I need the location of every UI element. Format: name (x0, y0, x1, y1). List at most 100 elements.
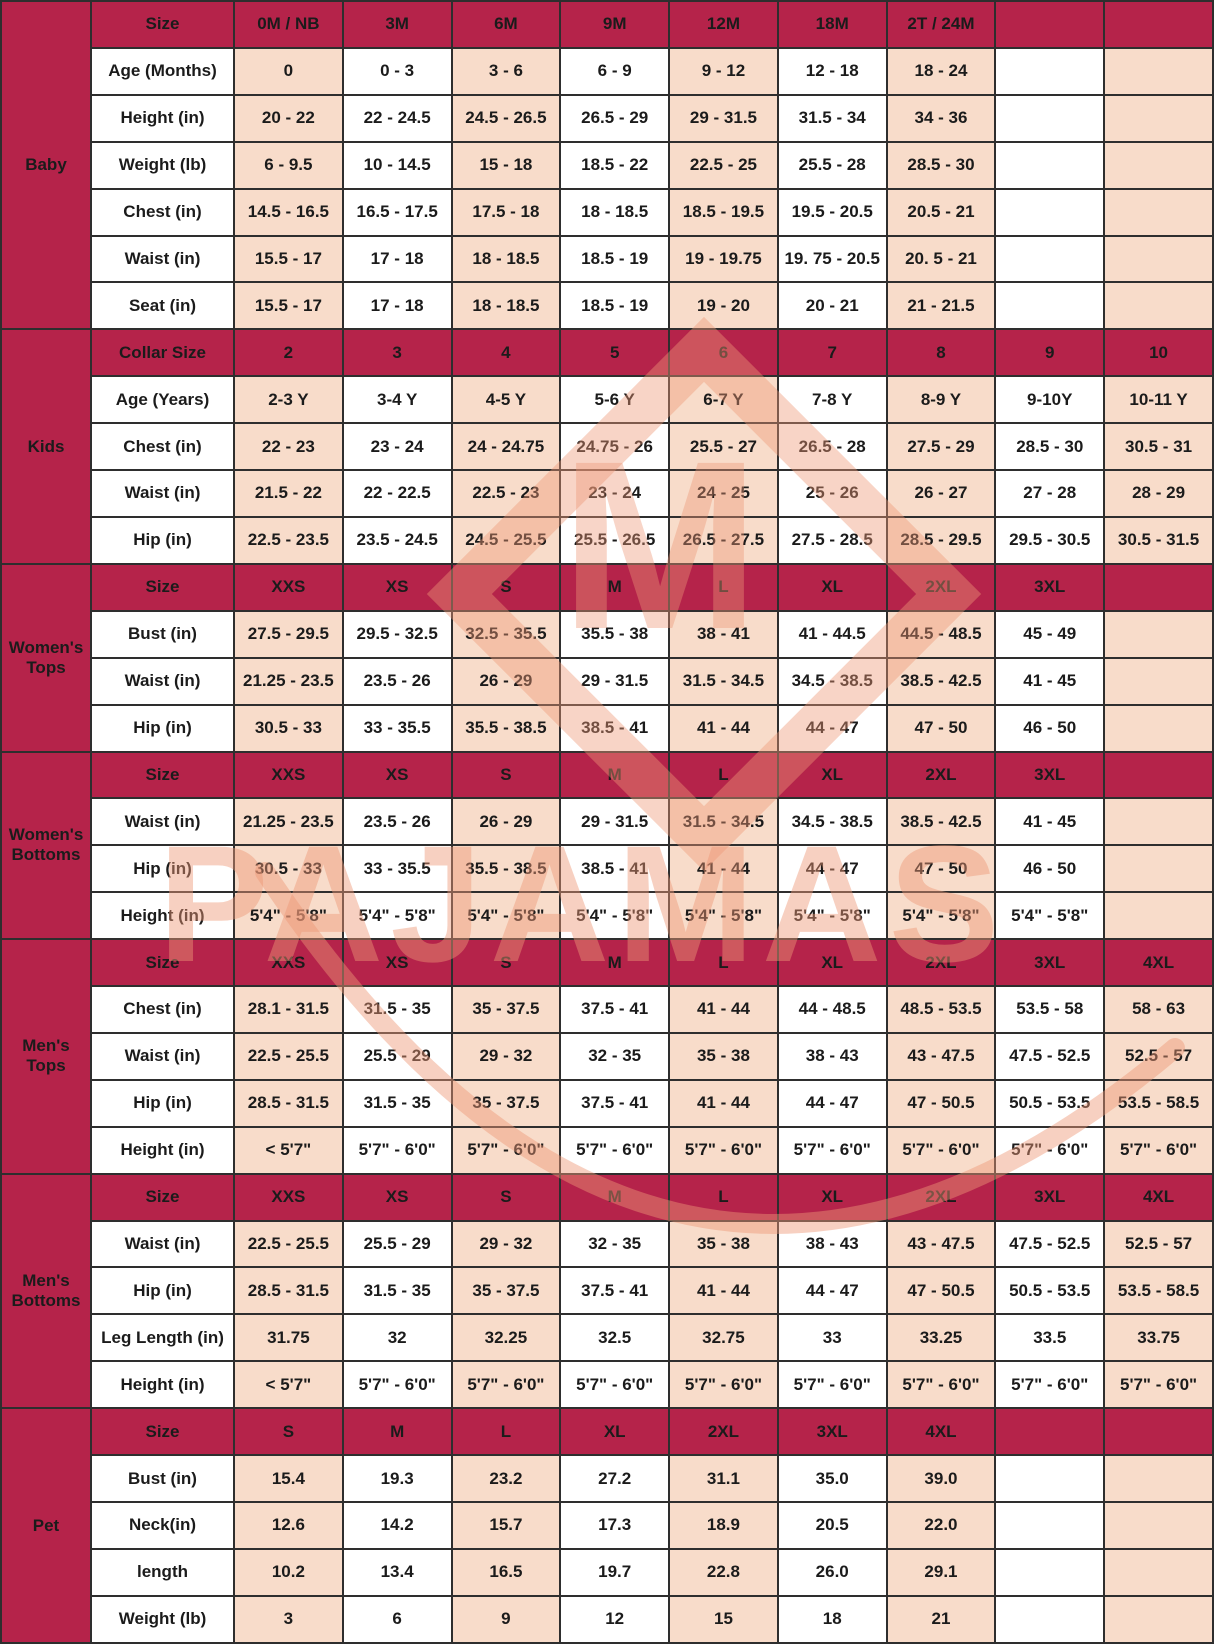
data-cell: 15 (668, 1594, 779, 1644)
data-cell: 31.5 - 35 (341, 1078, 453, 1128)
data-cell: 22 - 24.5 (341, 93, 453, 143)
data-cell: 38 - 43 (776, 1219, 888, 1269)
data-cell: 58 - 63 (1103, 985, 1214, 1034)
column-header: XL (776, 1172, 888, 1222)
data-cell: 25.5 - 28 (776, 140, 888, 190)
data-cell: 47 - 50 (885, 703, 997, 753)
data-cell: 47 - 50.5 (885, 1266, 997, 1316)
data-cell: 43 - 47.5 (885, 1031, 997, 1081)
data-cell (1103, 609, 1214, 659)
row-label: Age (Months) (90, 46, 235, 96)
data-row-pet: Weight (lb) 3 6 9 12 15 18 21 (1, 1594, 1214, 1644)
data-cell: 38.5 - 41 (559, 703, 671, 753)
data-cell (994, 93, 1106, 143)
column-header: L (668, 562, 779, 612)
data-cell: 34.5 - 38.5 (776, 656, 888, 706)
data-cell (1103, 844, 1214, 894)
data-cell: 25 - 26 (776, 469, 888, 518)
data-cell: 20. 5 - 21 (885, 234, 997, 284)
header-row-kids: Kids Collar Size 2 3 4 5 6 7 8 9 10 (0, 328, 1214, 565)
group-label-men-s-bottoms: Men's Bottoms (0, 1172, 92, 1410)
data-cell (1103, 281, 1214, 331)
data-row-pet: Neck(in) 12.6 14.2 15.7 17.3 18.9 20.5 22.0 (1, 1501, 1214, 1550)
data-row-kids: Waist (in) 21.5 - 22 22 - 22.5 22.5 - 23 23 … (1, 469, 1214, 518)
data-row-baby: Seat (in) 15.5 - 17 17 - 18 18 - 18.5 18.5 -… (1, 281, 1214, 331)
data-row-women-s-tops: Bust (in) 27.5 - 29.5 29.5 - 32.5 32.5 - 35… (1, 609, 1214, 659)
group-label-pet: Pet (0, 1407, 92, 1644)
column-header: 3XL (994, 1172, 1106, 1222)
data-cell: 21 (885, 1594, 997, 1644)
row-label: Seat (in) (90, 281, 235, 331)
row-label: Hip (in) (90, 703, 235, 753)
data-cell: 31.5 - 35 (341, 985, 453, 1034)
size-header-label-men-s-tops: Size (90, 938, 235, 988)
data-cell (994, 187, 1106, 237)
data-cell: 8-9 Y (885, 375, 997, 425)
row-label: length (90, 1547, 235, 1597)
data-cell: 10-11 Y (1103, 375, 1214, 425)
data-cell: 50.5 - 53.5 (994, 1266, 1106, 1316)
column-header: 9M (559, 0, 671, 49)
data-cell: 47.5 - 52.5 (994, 1031, 1106, 1081)
size-header-label-women-s-bottoms: Size (90, 750, 235, 800)
size-header-label-kids: Collar Size (90, 328, 235, 378)
data-cell: 15.7 (450, 1501, 562, 1550)
data-cell: 23.5 - 26 (341, 797, 453, 847)
data-cell: 26 - 27 (885, 469, 997, 518)
data-cell: 37.5 - 41 (559, 1078, 671, 1128)
column-header: L (668, 938, 779, 988)
data-cell: 5'7" - 6'0" (559, 1125, 671, 1175)
data-cell: 24 - 24.75 (450, 422, 562, 472)
data-cell: 28.1 - 31.5 (233, 985, 344, 1034)
data-cell: 33.5 (994, 1313, 1106, 1363)
column-header: 2 (233, 328, 344, 378)
data-cell: 28.5 - 31.5 (233, 1078, 344, 1128)
data-cell: 23.5 - 26 (341, 656, 453, 706)
data-row-kids: Age (Years) 2-3 Y 3-4 Y 4-5 Y 5-6 Y 6-7 Y 7-8 … (1, 375, 1214, 425)
data-cell: 5'4" - 5'8" (341, 891, 453, 941)
data-cell (1103, 891, 1214, 941)
data-cell: 19.7 (559, 1547, 671, 1597)
column-header: 3XL (994, 562, 1106, 612)
column-header: M (341, 1407, 453, 1457)
data-cell (994, 1454, 1106, 1503)
data-cell: 38.5 - 41 (559, 844, 671, 894)
data-cell: 48.5 - 53.5 (885, 985, 997, 1034)
data-cell: 25.5 - 29 (341, 1031, 453, 1081)
row-label: Chest (in) (90, 187, 235, 237)
data-cell: 16.5 - 17.5 (341, 187, 453, 237)
column-header: XS (341, 1172, 453, 1222)
data-cell: 41 - 44 (668, 985, 779, 1034)
data-cell: 29 - 31.5 (668, 93, 779, 143)
data-cell: 4-5 Y (450, 375, 562, 425)
data-row-women-s-tops: Waist (in) 21.25 - 23.5 23.5 - 26 26 - 29 29… (1, 656, 1214, 706)
data-cell: 33 (776, 1313, 888, 1363)
data-row-men-s-bottoms: Height (in) < 5'7" 5'7" - 6'0" 5'7" - 6'0" 5… (1, 1360, 1214, 1410)
row-label: Waist (in) (90, 1031, 235, 1081)
column-header: S (450, 1172, 562, 1222)
column-header: 2XL (885, 938, 997, 988)
data-cell: 38.5 - 42.5 (885, 797, 997, 847)
column-header: 10 (1103, 328, 1214, 378)
column-header (1103, 750, 1214, 800)
data-cell: 17.3 (559, 1501, 671, 1550)
data-cell: 28.5 - 31.5 (233, 1266, 344, 1316)
data-cell: 29.5 - 30.5 (994, 515, 1106, 565)
data-cell (1103, 46, 1214, 96)
data-cell: 32 - 35 (559, 1219, 671, 1269)
data-cell: 5-6 Y (559, 375, 671, 425)
data-cell: 5'7" - 6'0" (776, 1360, 888, 1410)
data-cell: 44.5 - 48.5 (885, 609, 997, 659)
data-row-baby: Chest (in) 14.5 - 16.5 16.5 - 17.5 17.5 - 1… (1, 187, 1214, 237)
size-header-label-women-s-tops: Size (90, 562, 235, 612)
data-cell (994, 1501, 1106, 1550)
column-header: S (450, 562, 562, 612)
data-cell: 14.2 (341, 1501, 453, 1550)
data-cell: 26 - 29 (450, 656, 562, 706)
data-row-men-s-tops: Height (in) < 5'7" 5'7" - 6'0" 5'7" - 6'0" 5… (1, 1125, 1214, 1175)
row-label: Waist (in) (90, 469, 235, 518)
data-cell: 34 - 36 (885, 93, 997, 143)
column-header: 18M (776, 0, 888, 49)
data-cell (1103, 797, 1214, 847)
